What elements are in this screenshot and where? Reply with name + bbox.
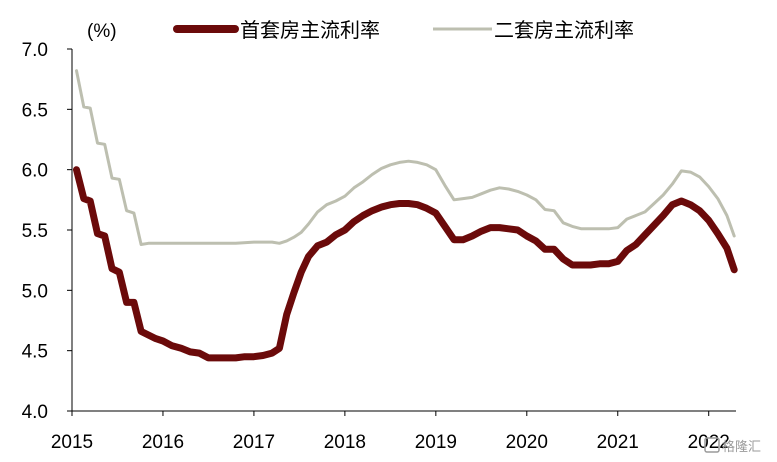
series-line-second-home — [75, 69, 736, 246]
x-tick-label: 2018 — [324, 432, 366, 453]
x-tick-label: 2016 — [142, 432, 184, 453]
y-tick-label: 5.5 — [22, 221, 48, 242]
series-layer — [73, 69, 738, 362]
x-axis-ticks: 2015 2016 2017 2018 2019 2020 2021 2022 — [51, 411, 730, 453]
watermark-text: 格隆汇 — [722, 439, 761, 455]
y-tick-label: 5.0 — [22, 281, 48, 302]
watermark: 格隆汇 — [704, 437, 761, 455]
x-tick-label: 2020 — [506, 432, 548, 453]
x-tick-label: 2021 — [597, 432, 639, 453]
legend-label-second-home: 二套房主流利率 — [494, 18, 634, 42]
y-axis-ticks: 4.0 4.5 5.0 5.5 6.0 6.5 7.0 — [22, 40, 72, 423]
y-tick-label: 6.5 — [22, 100, 48, 121]
series-line-first-home — [73, 166, 738, 362]
watermark-logo-icon — [704, 437, 720, 453]
legend: 首套房主流利率 二套房主流利率 — [173, 18, 634, 42]
legend-label-first-home: 首套房主流利率 — [240, 18, 380, 42]
y-tick-label: 7.0 — [22, 40, 48, 61]
x-tick-label: 2019 — [415, 432, 457, 453]
x-tick-label: 2017 — [233, 432, 275, 453]
y-tick-label: 4.5 — [22, 342, 48, 363]
y-tick-label: 4.0 — [22, 402, 48, 423]
y-unit-label: (%) — [87, 21, 117, 42]
y-tick-label: 6.0 — [22, 161, 48, 182]
x-tick-label: 2015 — [51, 432, 93, 453]
